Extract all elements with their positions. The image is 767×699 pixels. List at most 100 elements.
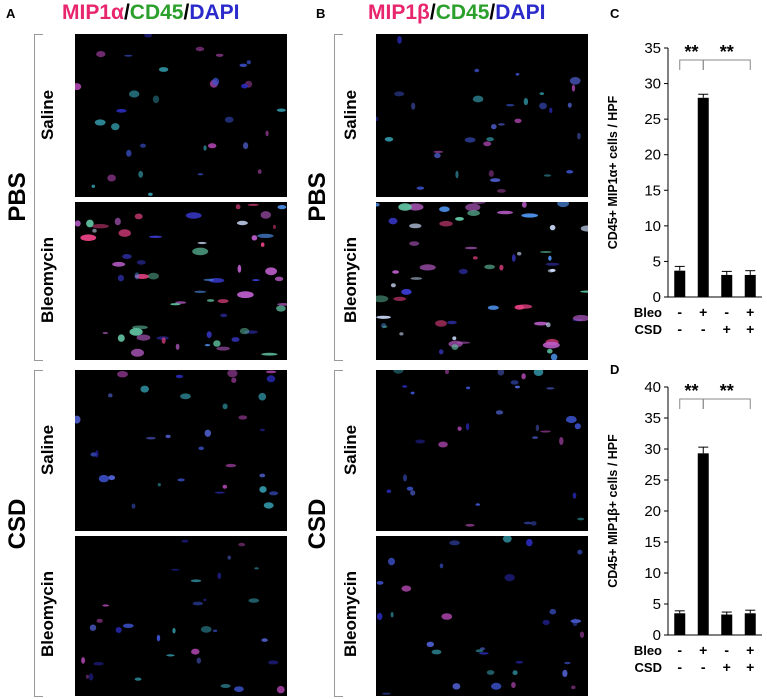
cell-stain-texture [376, 36, 581, 193]
stained-cell [172, 627, 176, 634]
stained-cell [511, 254, 516, 262]
stained-cell [571, 84, 576, 92]
stained-cell [263, 502, 274, 509]
stained-cell [239, 63, 248, 67]
stained-cell [565, 415, 577, 424]
stained-cell [419, 264, 436, 271]
stained-cell [102, 332, 108, 334]
stained-cell [276, 685, 285, 694]
panel-b-title: MIP1β/CD45/DAPI [368, 1, 545, 25]
stained-cell [382, 325, 388, 328]
stained-cell [237, 291, 254, 299]
stained-cell [409, 223, 422, 229]
stained-cell [550, 353, 558, 360]
condition-sign: + [723, 321, 731, 337]
stained-cell [247, 203, 259, 206]
stained-cell [254, 567, 259, 570]
condition-sign: + [699, 304, 707, 320]
panel-letter-a: A [6, 6, 16, 21]
stained-cell [441, 613, 453, 620]
stained-cell [117, 274, 124, 282]
cell-stain-texture [376, 536, 585, 695]
stained-cell [569, 77, 581, 85]
condition-row-label: CSD [635, 660, 662, 675]
stained-cell [276, 305, 286, 312]
stained-cell [572, 492, 577, 499]
stained-cell [75, 220, 81, 227]
stained-cell [455, 170, 459, 179]
stained-cell [203, 145, 207, 151]
panel-b-csd-bleomycin-label: Bleomycin [341, 571, 360, 657]
y-tick-label: 30 [644, 76, 661, 93]
stained-cell [80, 234, 97, 241]
y-tick-label: 25 [644, 111, 661, 128]
stained-cell [438, 441, 448, 448]
stained-cell [401, 585, 412, 592]
panel-letter-b: B [316, 6, 326, 21]
stained-cell [475, 649, 484, 653]
stained-cell [246, 60, 251, 65]
significance-bracket [702, 59, 751, 70]
stained-cell [75, 83, 82, 91]
stained-cell [397, 36, 402, 44]
stained-cell [225, 463, 237, 468]
stained-cell [185, 212, 202, 219]
stained-cell [94, 119, 106, 126]
condition-row-label: Bleo [634, 643, 662, 658]
stained-cell [117, 371, 128, 378]
panel-b-title-marker: MIP1β [368, 1, 430, 24]
stained-cell [192, 601, 203, 606]
stained-cell [156, 634, 161, 642]
stained-cell [435, 320, 447, 327]
stained-cell [195, 46, 205, 52]
stained-cell [580, 290, 588, 293]
panel-letter-c: C [610, 6, 620, 21]
stained-cell [259, 428, 265, 432]
stained-cell [237, 264, 242, 273]
stained-cell [491, 682, 502, 690]
stained-cell [574, 423, 581, 430]
panel-a-csd-bracket [34, 370, 43, 697]
micrograph-b-pbs-bleomycin [376, 202, 588, 360]
condition-sign: - [724, 304, 729, 320]
stained-cell [539, 102, 547, 110]
stained-cell [431, 649, 442, 655]
stained-cell [136, 260, 146, 265]
bar [697, 97, 709, 297]
panel-b-pbs-bracket [334, 34, 343, 361]
stained-cell [409, 241, 420, 246]
panel-b-title-sep2: / [489, 1, 496, 24]
stained-cell [206, 299, 215, 302]
stained-cell [129, 328, 143, 336]
stained-cell [86, 219, 94, 228]
stained-cell [487, 305, 499, 310]
stained-cell [134, 677, 142, 681]
stained-cell [122, 254, 132, 259]
stained-cell [265, 130, 269, 137]
stained-cell [497, 210, 513, 215]
stained-cell [439, 563, 444, 569]
stained-cell [96, 618, 103, 623]
stained-cell [257, 233, 274, 238]
stained-cell [572, 314, 588, 322]
stained-cell [248, 598, 260, 603]
stained-cell [376, 295, 389, 303]
stained-cell [269, 491, 279, 496]
panel-b-pbs-saline-label: Saline [341, 89, 360, 141]
panel-a-csd-bleomycin-label: Bleomycin [38, 571, 57, 657]
stained-cell [102, 604, 110, 607]
stained-cell [252, 279, 260, 282]
stained-cell [194, 290, 207, 293]
stained-cell [506, 104, 515, 107]
stained-cell [548, 255, 552, 261]
stained-cell [140, 143, 146, 148]
stained-cell [535, 424, 540, 431]
stained-cell [392, 270, 399, 274]
stained-cell [203, 598, 207, 602]
stained-cell [236, 220, 248, 226]
stained-cell [547, 348, 553, 354]
y-tick-label: 0 [653, 289, 661, 306]
y-axis-label: CD45+ MIP1β+ cells / HPF [606, 434, 620, 588]
stained-cell [96, 51, 106, 58]
stained-cell [196, 657, 201, 664]
